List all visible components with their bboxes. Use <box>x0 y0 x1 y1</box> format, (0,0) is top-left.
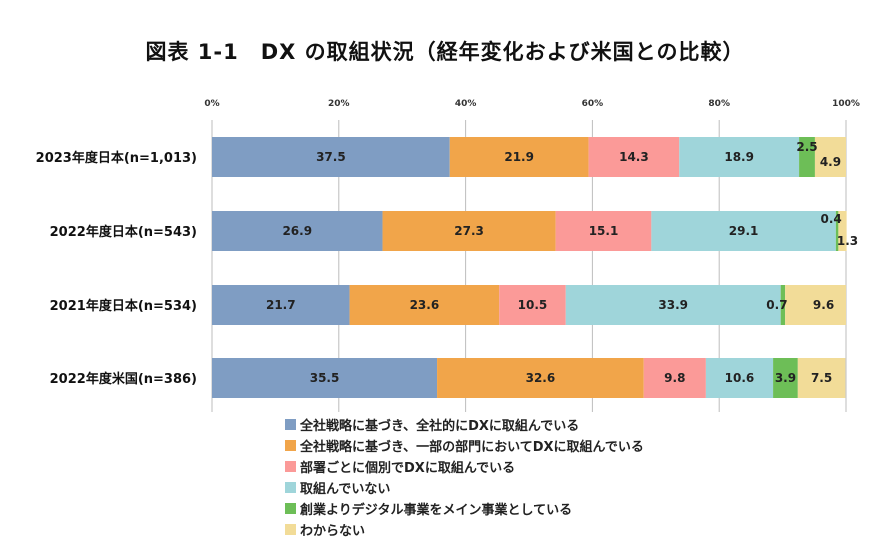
legend-label: 全社戦略に基づき、一部の部門においてDXに取組んでいる <box>300 440 644 455</box>
legend-item: 創業よりデジタル事業をメイン事業としている <box>285 498 644 519</box>
x-tick-label: 40% <box>455 99 477 109</box>
data-label: 1.3 <box>837 234 858 248</box>
bar-segment <box>449 137 589 177</box>
data-label: 14.3 <box>619 150 649 164</box>
data-label: 35.5 <box>310 371 340 385</box>
bar-segment <box>555 211 652 251</box>
data-label: 23.6 <box>410 298 440 312</box>
data-label: 0.4 <box>820 212 841 226</box>
legend-swatch <box>285 440 296 451</box>
data-label: 2.5 <box>796 140 817 154</box>
data-label: 29.1 <box>729 224 759 238</box>
legend-swatch <box>285 419 296 430</box>
data-label: 27.3 <box>454 224 484 238</box>
legend-label: 部署ごとに個別でDXに取組んでいる <box>300 461 516 476</box>
data-label: 4.9 <box>820 155 841 169</box>
data-label: 9.8 <box>664 371 685 385</box>
bar-segment <box>212 137 450 177</box>
bar-segment <box>785 285 846 325</box>
data-label: 37.5 <box>316 150 346 164</box>
legend-swatch <box>285 524 296 535</box>
bar-segment <box>797 358 846 398</box>
bar-segment <box>651 211 836 251</box>
bar-segment <box>437 358 644 398</box>
data-label: 10.5 <box>518 298 548 312</box>
category-label: 2022年度日本(n=543) <box>50 224 197 240</box>
x-tick-label: 100% <box>832 99 860 109</box>
data-label: 3.9 <box>775 371 796 385</box>
data-label: 21.9 <box>504 150 534 164</box>
legend-label: わからない <box>300 524 366 539</box>
bar-segment <box>679 137 800 177</box>
legend-item: 全社戦略に基づき、一部の部門においてDXに取組んでいる <box>285 435 644 456</box>
bar-segment <box>814 137 846 177</box>
bar-segment <box>212 358 438 398</box>
legend-swatch <box>285 461 296 472</box>
bar-segment <box>349 285 500 325</box>
legend-label: 創業よりデジタル事業をメイン事業としている <box>300 503 573 518</box>
bar-segment <box>799 137 815 177</box>
legend-item: 部署ごとに個別でDXに取組んでいる <box>285 456 644 477</box>
bar-segment <box>499 285 566 325</box>
chart-legend: 全社戦略に基づき、全社的にDXに取組んでいる全社戦略に基づき、一部の部門において… <box>285 414 644 540</box>
category-label: 2022年度米国(n=386) <box>50 371 197 387</box>
chart-title: 図表 1-1 DX の取組状況（経年変化および米国との比較） <box>145 40 745 64</box>
legend-label: 全社戦略に基づき、全社的にDXに取組んでいる <box>300 419 580 434</box>
legend-swatch <box>285 503 296 514</box>
bar-segment <box>835 211 839 251</box>
bar-segment <box>212 211 383 251</box>
bar-segment <box>643 358 706 398</box>
x-tick-label: 60% <box>582 99 604 109</box>
data-label: 33.9 <box>658 298 688 312</box>
data-label: 26.9 <box>282 224 312 238</box>
data-label: 15.1 <box>589 224 619 238</box>
legend-label: 取組んでいない <box>300 482 391 497</box>
x-tick-label: 0% <box>204 99 219 109</box>
data-label: 21.7 <box>266 298 296 312</box>
data-label: 7.5 <box>811 371 832 385</box>
data-label: 9.6 <box>813 298 834 312</box>
category-label: 2023年度日本(n=1,013) <box>36 150 197 166</box>
bar-segment <box>780 285 786 325</box>
legend-item: 取組んでいない <box>285 477 644 498</box>
x-tick-label: 20% <box>328 99 350 109</box>
bar-segment <box>705 358 774 398</box>
bar-segment <box>382 211 556 251</box>
bar-segment <box>212 285 350 325</box>
legend-item: 全社戦略に基づき、全社的にDXに取組んでいる <box>285 414 644 435</box>
bar-segment <box>565 285 781 325</box>
legend-item: わからない <box>285 519 644 540</box>
bar-segment <box>588 137 680 177</box>
data-label: 10.6 <box>725 371 755 385</box>
bar-segment <box>773 358 798 398</box>
x-tick-label: 80% <box>708 99 730 109</box>
data-label: 18.9 <box>724 150 754 164</box>
bar-segment <box>838 211 847 251</box>
data-label: 32.6 <box>526 371 556 385</box>
category-label: 2021年度日本(n=534) <box>50 298 197 314</box>
legend-swatch <box>285 482 296 493</box>
data-label: 0.7 <box>766 298 787 312</box>
